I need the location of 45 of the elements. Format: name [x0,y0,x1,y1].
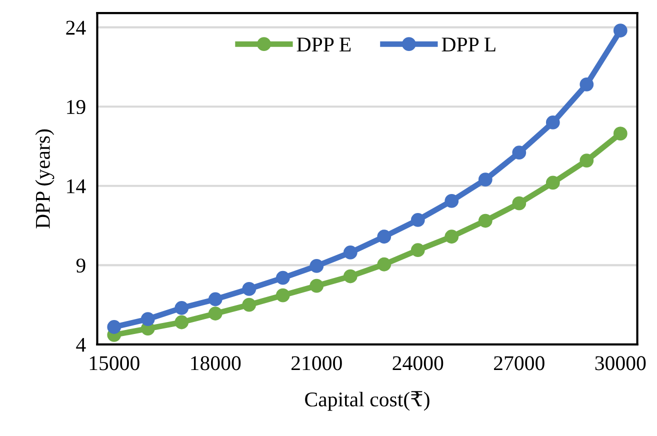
point [242,282,256,296]
point [140,312,155,326]
point [478,172,492,186]
y-tick-label: 19 [67,100,86,114]
y-tick-label: 4 [76,338,86,352]
x-tick-label: 15000 [90,356,140,370]
y-tick-label: 9 [76,258,86,273]
point [512,196,526,210]
point [410,243,425,258]
point [478,214,492,228]
point [174,301,189,315]
point [107,320,122,334]
y-tick-label: 24 [66,20,86,35]
y-axis-title: DPP (years) [35,129,54,228]
point [343,246,358,260]
point [546,116,560,130]
legend-label: DPP L [442,38,496,52]
point [276,288,290,302]
x-tick-label: 21000 [292,356,342,370]
point [444,194,459,208]
point [377,257,392,272]
point [242,298,256,312]
point [613,126,628,141]
legend-label: DPP E [296,38,351,52]
point [208,292,222,306]
point [580,154,594,168]
point [174,315,189,330]
point [343,269,358,284]
point [276,270,290,285]
x-tick-label: 27000 [494,356,544,370]
point [410,213,425,227]
point [613,24,628,38]
x-tick-label: 30000 [595,356,646,370]
y-tick-label: 14 [67,179,86,194]
point [580,77,594,92]
point [310,278,324,293]
x-tick-label: 18000 [191,356,241,370]
point [208,306,222,320]
point [377,230,392,244]
x-axis-title: Capital cost(₹) [305,391,430,411]
x-tick-label: 24000 [392,356,444,370]
point [512,146,526,160]
point [444,230,459,244]
point [546,176,560,190]
point [310,259,324,273]
